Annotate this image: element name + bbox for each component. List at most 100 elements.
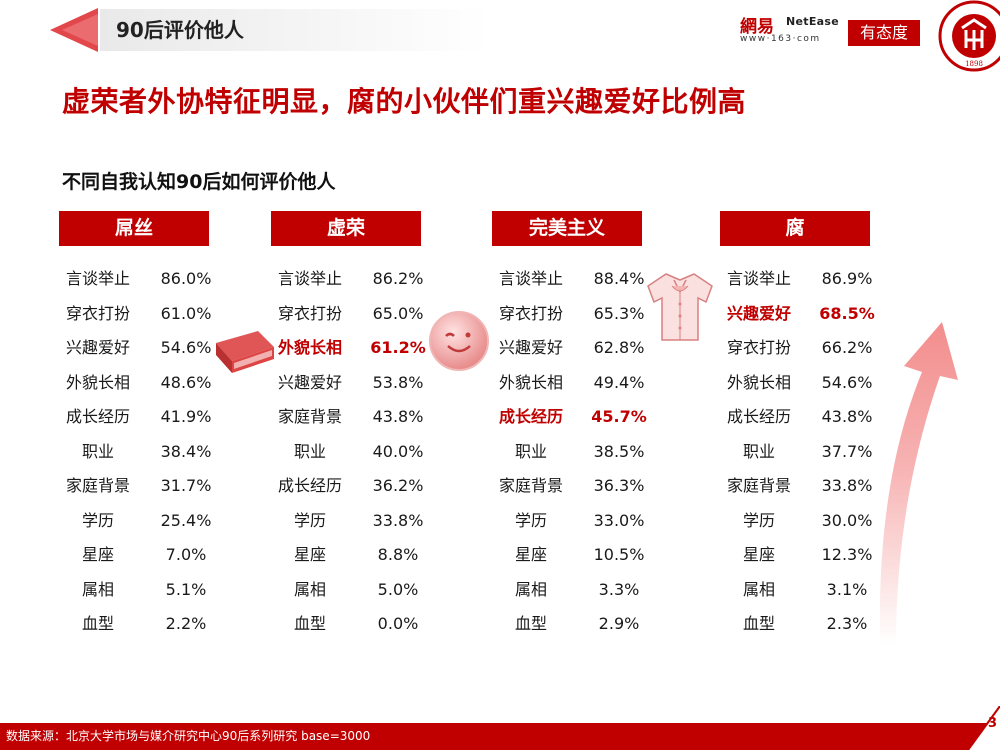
data-source: 数据来源：北京大学市场与媒介研究中心90后系列研究 base=3000 [6, 729, 371, 743]
row-label: 星座 [514, 545, 547, 564]
table-row: 属相 3.3% [495, 579, 655, 601]
row-value: 7.0% [165, 545, 207, 564]
table-row: 家庭背景 33.8% [723, 475, 883, 497]
row-value: 38.5% [593, 442, 645, 461]
table-row: 兴趣爱好 68.5% [723, 303, 883, 325]
column-header-diaosi: 屌丝 [59, 211, 209, 246]
table-row: 成长经历 43.8% [723, 406, 883, 428]
table-row: 职业 38.5% [495, 441, 655, 463]
row-value: 86.0% [160, 269, 212, 288]
row-value: 33.8% [372, 511, 424, 530]
row-label: 家庭背景 [726, 476, 791, 495]
row-label: 学历 [742, 511, 775, 530]
row-label: 兴趣爱好 [498, 338, 563, 357]
table-row: 兴趣爱好 62.8% [495, 337, 655, 359]
table-row: 血型 0.0% [274, 613, 434, 635]
row-value: 5.1% [165, 580, 207, 599]
netease-logo-url: www·163·com [740, 34, 821, 44]
row-label: 血型 [81, 614, 114, 633]
row-value: 61.2% [370, 338, 426, 357]
row-label: 成长经历 [65, 407, 130, 426]
row-value: 40.0% [372, 442, 424, 461]
row-label: 兴趣爱好 [726, 304, 791, 323]
row-value: 38.4% [160, 442, 212, 461]
footer-bar: 数据来源：北京大学市场与媒介研究中心90后系列研究 base=3000 [0, 723, 1000, 750]
table-row: 血型 2.9% [495, 613, 655, 635]
table-row: 言谈举止 86.9% [723, 268, 883, 290]
netease-logo-cn: 網易 [740, 17, 774, 37]
row-value: 36.3% [593, 476, 645, 495]
table-row: 兴趣爱好 54.6% [62, 337, 222, 359]
row-label: 穿衣打扮 [498, 304, 563, 323]
table-row: 成长经历 41.9% [62, 406, 222, 428]
row-label: 外貌长相 [498, 373, 563, 392]
row-label: 星座 [742, 545, 775, 564]
row-value: 48.6% [160, 373, 212, 392]
row-value: 62.8% [593, 338, 645, 357]
row-label: 血型 [514, 614, 547, 633]
row-value: 65.3% [593, 304, 645, 323]
row-label: 成长经历 [726, 407, 791, 426]
row-value: 68.5% [819, 304, 875, 323]
header-triangle-icon [50, 8, 98, 52]
row-label: 学历 [81, 511, 114, 530]
table-row: 言谈举止 86.2% [274, 268, 434, 290]
table-row: 外貌长相 54.6% [723, 372, 883, 394]
table-row: 星座 8.8% [274, 544, 434, 566]
row-value: 25.4% [160, 511, 212, 530]
row-label: 穿衣打扮 [277, 304, 342, 323]
row-label: 学历 [293, 511, 326, 530]
table-row: 外貌长相 48.6% [62, 372, 222, 394]
row-value: 43.8% [372, 407, 424, 426]
row-value: 0.0% [377, 614, 419, 633]
smiley-icon [429, 311, 489, 371]
page-subtitle: 不同自我认知90后如何评价他人 [62, 171, 336, 193]
table-row: 家庭背景 36.3% [495, 475, 655, 497]
row-value: 66.2% [821, 338, 873, 357]
table-row: 家庭背景 31.7% [62, 475, 222, 497]
row-value: 2.9% [598, 614, 640, 633]
row-label: 言谈举止 [726, 269, 791, 288]
table-row: 穿衣打扮 66.2% [723, 337, 883, 359]
row-label: 属相 [81, 580, 114, 599]
row-label: 言谈举止 [277, 269, 342, 288]
row-label: 家庭背景 [277, 407, 342, 426]
table-row: 家庭背景 43.8% [274, 406, 434, 428]
table-row: 星座 12.3% [723, 544, 883, 566]
row-value: 10.5% [593, 545, 645, 564]
table-row: 星座 10.5% [495, 544, 655, 566]
row-value: 41.9% [160, 407, 212, 426]
row-value: 36.2% [372, 476, 424, 495]
table-row: 职业 40.0% [274, 441, 434, 463]
row-value: 12.3% [821, 545, 873, 564]
page-corner-icon [968, 706, 1000, 750]
row-label: 家庭背景 [65, 476, 130, 495]
column-header-vanity: 虚荣 [271, 211, 421, 246]
table-row: 属相 5.0% [274, 579, 434, 601]
row-value: 43.8% [821, 407, 873, 426]
row-label: 职业 [514, 442, 547, 461]
table-row: 学历 25.4% [62, 510, 222, 532]
row-label: 言谈举止 [65, 269, 130, 288]
row-label: 兴趣爱好 [277, 373, 342, 392]
table-row: 学历 33.8% [274, 510, 434, 532]
row-value: 65.0% [372, 304, 424, 323]
peking-university-seal-icon: 1898 [938, 0, 1000, 72]
youtaidu-logo: 有态度 [848, 20, 920, 46]
column-header-fu: 腐 [720, 211, 870, 246]
row-value: 2.3% [826, 614, 868, 633]
row-label: 星座 [81, 545, 114, 564]
table-row: 职业 37.7% [723, 441, 883, 463]
row-label: 血型 [742, 614, 775, 633]
row-label: 学历 [514, 511, 547, 530]
row-label: 外貌长相 [726, 373, 791, 392]
row-label: 兴趣爱好 [65, 338, 130, 357]
row-value: 33.8% [821, 476, 873, 495]
row-label: 星座 [293, 545, 326, 564]
row-label: 血型 [293, 614, 326, 633]
row-label: 成长经历 [277, 476, 342, 495]
row-value: 53.8% [372, 373, 424, 392]
table-row: 属相 3.1% [723, 579, 883, 601]
table-row: 成长经历 36.2% [274, 475, 434, 497]
seal-year: 1898 [965, 60, 983, 68]
